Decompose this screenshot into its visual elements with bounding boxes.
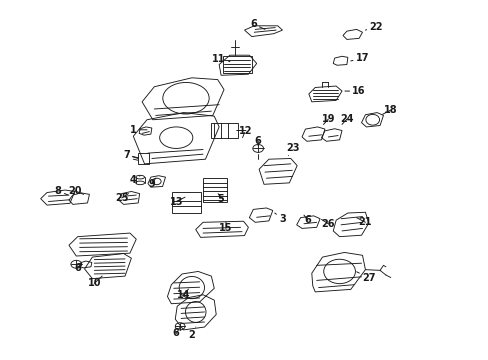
Text: 25: 25 [115,193,128,203]
Text: 13: 13 [169,197,184,207]
Bar [211,123,238,138]
Text: 6: 6 [249,19,264,30]
Text: 17: 17 [350,53,368,63]
Bar [203,178,227,202]
Text: 24: 24 [340,114,353,125]
Text: 6: 6 [304,215,311,225]
Text: 1: 1 [130,125,147,135]
Text: 18: 18 [382,105,397,115]
Text: 6: 6 [172,327,180,338]
Bar [223,56,252,73]
Text: 2: 2 [188,327,195,340]
Text: 10: 10 [87,276,102,288]
Text: 6: 6 [254,136,261,146]
Text: 27: 27 [356,272,375,283]
Text: 3: 3 [274,213,285,224]
Text: 21: 21 [356,217,371,227]
Text: 22: 22 [365,22,382,32]
Text: 16: 16 [344,86,365,96]
Text: 20: 20 [68,186,83,196]
Text: 8: 8 [55,186,68,196]
Text: 9: 9 [148,178,156,189]
Text: 11: 11 [212,54,229,64]
Text: 5: 5 [217,194,224,204]
Text: 19: 19 [321,114,334,125]
Bar [172,192,200,213]
Text: 7: 7 [123,150,138,160]
Text: 26: 26 [321,219,334,229]
Text: 6: 6 [74,263,81,273]
Text: 15: 15 [219,222,232,233]
Text: 12: 12 [236,126,252,135]
Text: 23: 23 [286,143,300,156]
Text: 14: 14 [177,289,190,301]
Text: 4: 4 [130,175,140,185]
Bar [138,153,149,164]
